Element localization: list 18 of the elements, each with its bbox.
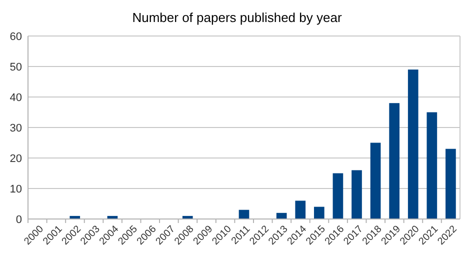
bar [426,112,438,219]
y-tick-label: 30 [10,122,22,134]
y-tick-label: 50 [10,61,22,74]
bar [238,210,250,219]
bar [408,70,418,219]
bar [370,142,381,219]
y-tick-label: 40 [10,92,22,104]
bar [446,148,456,219]
y-tick-label: 10 [10,183,22,196]
bar [314,206,324,219]
bar [295,200,306,219]
y-tick-label: 0 [16,214,22,226]
y-tick-label: 20 [10,152,22,165]
bar [332,173,344,219]
bar [352,170,362,219]
y-tick-label: 60 [10,30,22,43]
bar [389,103,400,219]
chart-title: Number of papers published by year [132,10,342,25]
